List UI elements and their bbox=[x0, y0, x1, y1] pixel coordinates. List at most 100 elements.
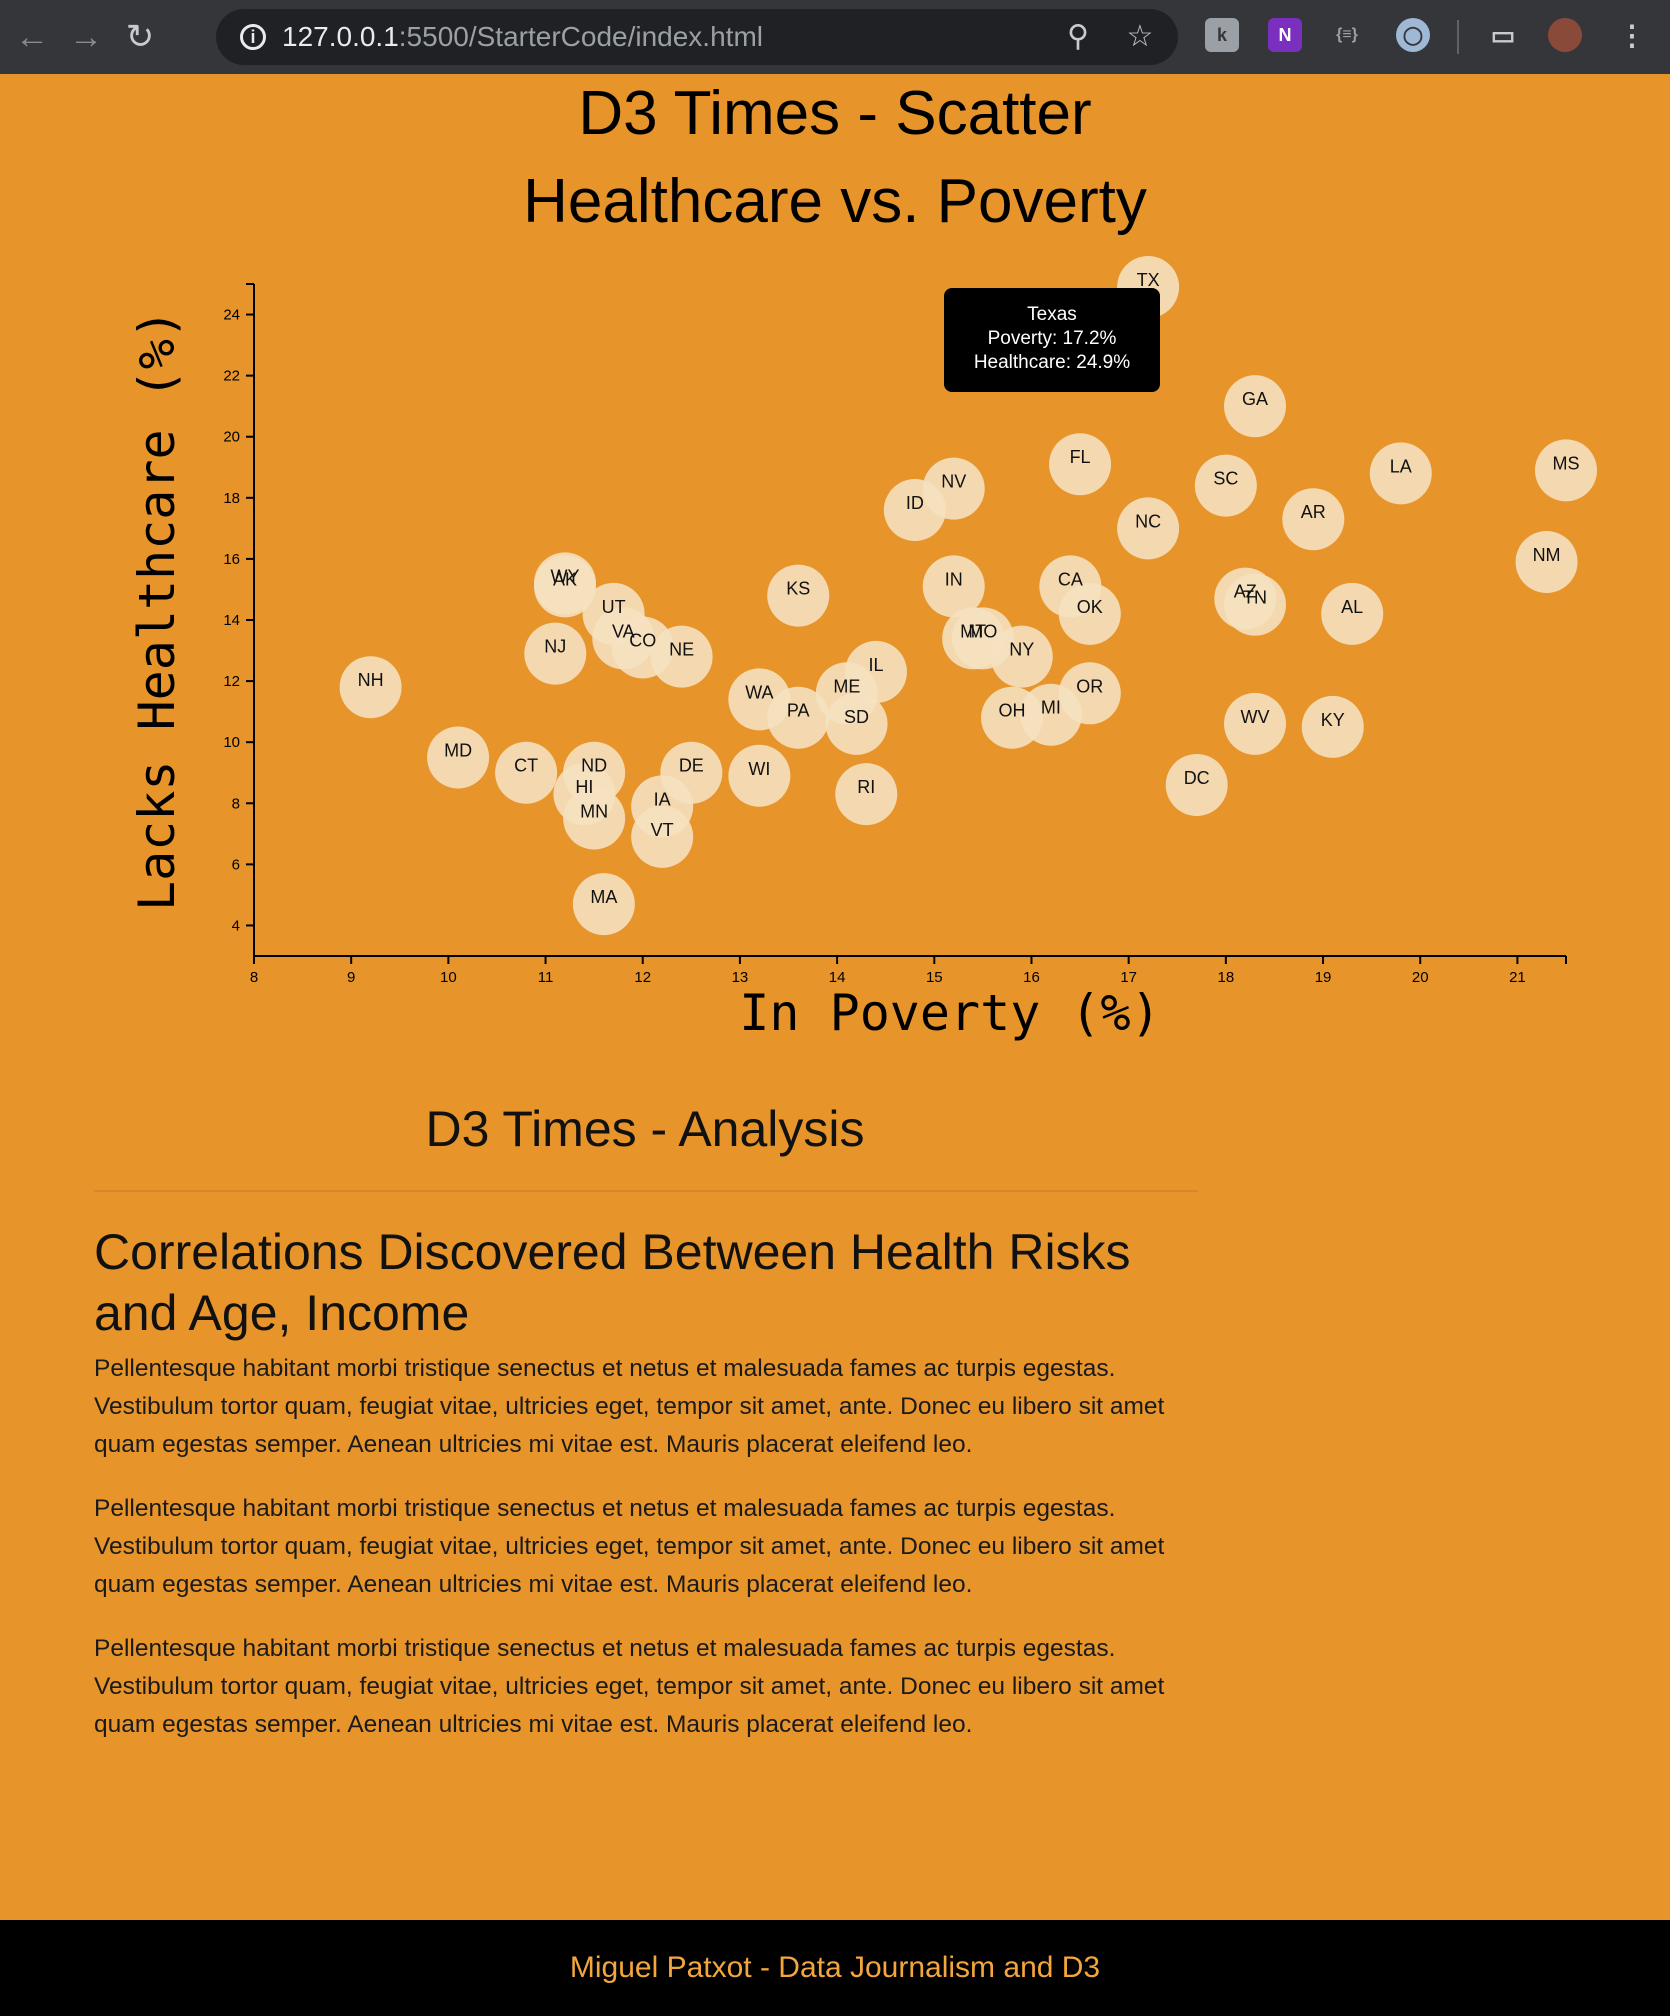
paragraph: Pellentesque habitant morbi tristique se… bbox=[94, 1635, 1165, 1738]
state-marker bbox=[1194, 454, 1257, 517]
state-marker bbox=[1117, 497, 1180, 560]
state-marker bbox=[1282, 488, 1345, 551]
state-marker bbox=[427, 726, 490, 789]
state-marker bbox=[1019, 683, 1082, 746]
state-marker bbox=[1049, 433, 1112, 496]
x-tick-label: 11 bbox=[538, 969, 554, 986]
footer-text: Miguel Patxot - Data Journalism and D3 bbox=[569, 1951, 1101, 1984]
x-tick-label: 8 bbox=[250, 969, 258, 986]
state-marker bbox=[767, 564, 830, 627]
reload-icon[interactable]: ↻ bbox=[125, 18, 155, 56]
state-label: WY bbox=[550, 566, 579, 586]
y-tick-label: 4 bbox=[232, 917, 240, 934]
x-tick-label: 13 bbox=[732, 969, 749, 986]
x-tick-label: 10 bbox=[440, 969, 457, 986]
y-tick-label: 22 bbox=[223, 368, 240, 385]
avatar[interactable] bbox=[1548, 18, 1582, 52]
y-tick-label: 24 bbox=[223, 307, 240, 324]
y-tick-label: 16 bbox=[223, 551, 240, 568]
state-label: MI bbox=[1041, 698, 1061, 718]
state-label: WA bbox=[745, 682, 773, 702]
footer: Miguel Patxot - Data Journalism and D3 bbox=[0, 1920, 1670, 2016]
state-label: IN bbox=[945, 569, 963, 589]
url-text[interactable]: 127.0.0.1:5500/StarterCode/index.html bbox=[282, 21, 763, 52]
y-axis-label: Lacks Healthcare (%) bbox=[128, 309, 186, 911]
info-icon[interactable]: i bbox=[240, 24, 266, 50]
state-label: NC bbox=[1135, 511, 1161, 531]
more-menu-icon[interactable]: ⋮ bbox=[1618, 19, 1646, 51]
tooltip-box bbox=[944, 288, 1160, 392]
state-label: NE bbox=[669, 640, 694, 660]
state-label: AK bbox=[553, 569, 577, 589]
x-tick-label: 18 bbox=[1218, 969, 1235, 986]
state-label: ND bbox=[581, 756, 607, 776]
state-marker bbox=[1224, 573, 1287, 636]
state-label: VT bbox=[651, 820, 674, 840]
state-label: NM bbox=[1533, 545, 1561, 565]
state-label: IL bbox=[868, 655, 883, 675]
x-tick-label: 17 bbox=[1120, 969, 1137, 986]
state-marker bbox=[1224, 692, 1287, 755]
state-label: CT bbox=[514, 756, 538, 776]
extension-icon[interactable]: k bbox=[1205, 18, 1239, 52]
state-label: KY bbox=[1321, 710, 1345, 730]
x-tick-label: 12 bbox=[634, 969, 651, 986]
state-label: MA bbox=[590, 887, 617, 907]
x-tick-label: 14 bbox=[829, 969, 846, 986]
zoom-search-icon[interactable]: ⚲ bbox=[1067, 20, 1089, 53]
state-marker bbox=[1224, 375, 1287, 438]
state-label: CO bbox=[629, 630, 656, 650]
state-marker bbox=[728, 744, 791, 807]
state-label: NY bbox=[1009, 640, 1034, 660]
bookmark-star-icon[interactable]: ☆ bbox=[1126, 20, 1154, 53]
section-heading: Correlations Discovered Between Health R… bbox=[94, 1224, 1131, 1341]
address-bar[interactable]: i 127.0.0.1:5500/StarterCode/index.html … bbox=[216, 9, 1178, 65]
state-marker bbox=[572, 873, 635, 936]
state-marker bbox=[1515, 530, 1578, 593]
state-marker bbox=[922, 555, 985, 618]
state-marker bbox=[524, 622, 587, 685]
forward-arrow-icon[interactable]: → bbox=[69, 17, 103, 56]
circle-extension-icon[interactable]: ◯ bbox=[1396, 18, 1430, 52]
state-marker bbox=[495, 741, 558, 804]
state-label: MO bbox=[968, 621, 997, 641]
state-label: HI bbox=[575, 777, 593, 797]
state-label: WV bbox=[1241, 707, 1270, 727]
state-marker bbox=[990, 625, 1053, 688]
state-label: MT bbox=[960, 621, 986, 641]
state-label: SD bbox=[844, 707, 869, 727]
state-label: ID bbox=[906, 493, 924, 513]
back-arrow-icon[interactable]: ← bbox=[15, 17, 49, 56]
y-tick-label: 12 bbox=[223, 673, 240, 690]
state-label: AR bbox=[1301, 502, 1326, 522]
state-label: MD bbox=[444, 740, 472, 760]
state-label: IA bbox=[654, 789, 671, 809]
chart-title-line1: D3 Times - Scatter bbox=[578, 79, 1092, 148]
state-marker bbox=[563, 787, 626, 850]
state-label: WI bbox=[748, 759, 770, 779]
chart-title-line2: Healthcare vs. Poverty bbox=[523, 167, 1147, 236]
state-label: FL bbox=[1070, 447, 1091, 467]
state-label: VA bbox=[612, 621, 635, 641]
state-label: RI bbox=[857, 777, 875, 797]
state-label: CA bbox=[1058, 569, 1083, 589]
y-tick-label: 14 bbox=[223, 612, 240, 629]
state-label: DE bbox=[679, 756, 704, 776]
cast-icon[interactable]: ▭ bbox=[1490, 19, 1516, 50]
state-label: OH bbox=[999, 701, 1026, 721]
state-label: TN bbox=[1243, 588, 1267, 608]
state-label: ME bbox=[833, 676, 860, 696]
state-marker bbox=[631, 805, 694, 868]
browser-toolbar: ← → ↻ i 127.0.0.1:5500/StarterCode/index… bbox=[0, 0, 1670, 74]
state-label: KS bbox=[786, 579, 810, 599]
y-tick-label: 18 bbox=[223, 490, 240, 507]
y-tick-label: 6 bbox=[232, 856, 240, 873]
state-label: DC bbox=[1184, 768, 1210, 788]
toolbar-divider bbox=[1457, 20, 1459, 54]
onenote-extension-icon[interactable]: N bbox=[1268, 18, 1302, 52]
y-tick-label: 8 bbox=[232, 795, 240, 812]
json-extension-icon[interactable]: {≡} bbox=[1336, 26, 1358, 43]
state-label: PA bbox=[787, 701, 810, 721]
x-tick-label: 20 bbox=[1412, 969, 1429, 986]
state-label: AL bbox=[1341, 597, 1363, 617]
